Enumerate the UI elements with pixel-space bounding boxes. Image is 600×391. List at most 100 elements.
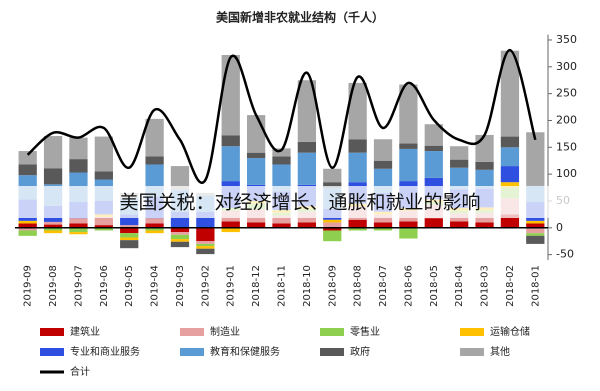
bar-segment <box>221 146 240 182</box>
y-tick-label: 200 <box>556 113 577 126</box>
bar-segment <box>221 221 240 228</box>
bar-segment <box>272 164 291 192</box>
bar-segment <box>120 227 139 234</box>
bar-segment <box>120 214 139 226</box>
bar-segment <box>272 215 291 224</box>
bar-segment <box>297 141 317 153</box>
bar-segment <box>399 221 418 228</box>
bar-segment <box>145 223 164 228</box>
x-tick-label: 2019-09 <box>23 265 34 307</box>
legend-label: 教育和保健服务 <box>210 345 280 358</box>
legend-swatch <box>460 348 484 356</box>
legend-label: 合计 <box>70 365 90 378</box>
bar-segment <box>221 135 240 147</box>
bar-segment <box>526 235 545 244</box>
bar-segment <box>94 171 113 180</box>
bar-segment <box>424 124 443 146</box>
caption: 美国关税：对经济增长、通胀和就业的影响 <box>119 192 480 214</box>
bar-segment <box>170 234 190 240</box>
bar-segment <box>500 182 520 188</box>
x-tick-label: 2019-04 <box>150 265 161 307</box>
bar-segment <box>18 151 37 165</box>
bar-segment <box>297 222 317 228</box>
bar-segment <box>18 220 37 224</box>
x-tick-label: 2018-08 <box>353 265 364 307</box>
y-tick-label: -50 <box>556 248 574 261</box>
bar-segment <box>450 159 469 168</box>
y-tick-label: 350 <box>556 33 577 46</box>
bar-segment <box>43 227 63 231</box>
x-tick-label: 2019-07 <box>73 265 84 307</box>
x-tick-label: 2018-01 <box>530 265 541 307</box>
bar-segment <box>500 50 520 137</box>
y-tick-label: 100 <box>556 167 577 180</box>
bar-segment <box>526 233 545 236</box>
y-tick-label: 250 <box>556 87 577 100</box>
bar-segment <box>18 164 37 176</box>
bar-segment <box>348 139 367 153</box>
bar-segment <box>170 241 190 248</box>
x-tick-label: 2019-08 <box>48 265 59 307</box>
bar-segment <box>323 222 342 228</box>
bar-segment <box>399 148 418 182</box>
legend-label: 政府 <box>350 345 370 358</box>
bar-segment <box>246 158 266 185</box>
x-tick-label: 2019-02 <box>200 265 211 307</box>
bar-segment <box>297 80 317 142</box>
bar-segment <box>246 115 266 153</box>
bar-segment <box>323 230 342 242</box>
bar-segment <box>69 232 88 235</box>
y-tick-label: 150 <box>556 140 577 153</box>
bar-segment <box>475 134 494 162</box>
bar-segment <box>373 139 393 161</box>
bar-segment <box>94 136 113 172</box>
y-tick-label: 300 <box>556 60 577 73</box>
bar-segment <box>120 225 139 228</box>
bar-segment <box>145 230 164 234</box>
bar-segment <box>323 168 342 183</box>
bar-segment <box>246 152 266 159</box>
bar-segment <box>373 160 393 169</box>
x-tick-label: 2018-12 <box>251 265 262 307</box>
x-tick-label: 2018-05 <box>429 265 440 307</box>
bar-segment <box>69 218 88 224</box>
bar-segment <box>43 168 63 185</box>
bar-segment <box>348 152 367 183</box>
x-tick-label: 2019-01 <box>226 265 237 307</box>
legend-label: 建筑业 <box>70 325 100 338</box>
bar-segment <box>399 84 418 144</box>
bar-segment <box>450 146 469 160</box>
bar-segment <box>526 227 545 234</box>
bar-segment <box>145 218 164 224</box>
x-tick-label: 2018-04 <box>454 265 465 307</box>
total-line <box>26 48 537 184</box>
legend-swatch <box>180 348 204 356</box>
legend-label: 零售业 <box>350 325 380 338</box>
bar-segment <box>94 227 113 231</box>
bar-segment <box>196 248 215 255</box>
bar-segment <box>43 224 63 228</box>
bar-segment <box>170 239 190 242</box>
bar-segment <box>145 227 164 231</box>
legend-swatch <box>180 328 204 336</box>
bar-segment <box>43 221 63 225</box>
bar-segment <box>373 214 393 223</box>
legend-label: 制造业 <box>210 325 240 338</box>
bar-segment <box>526 223 545 228</box>
legend-label: 专业和商业服务 <box>70 345 140 358</box>
bar-segment <box>221 227 240 233</box>
bar-segment <box>18 223 37 228</box>
bar-segment <box>170 232 190 235</box>
x-tick-label: 2019-05 <box>124 265 135 307</box>
bar-segment <box>373 222 393 228</box>
bar-segment <box>424 218 443 228</box>
bar-segment <box>196 246 215 249</box>
bar-segment <box>272 223 291 228</box>
x-tick-label: 2018-06 <box>403 265 414 307</box>
bar-segment <box>424 145 443 152</box>
legend-label: 其他 <box>490 345 510 358</box>
bar-segment <box>196 241 215 244</box>
bar-segment <box>500 147 520 167</box>
legend-swatch <box>40 328 64 336</box>
